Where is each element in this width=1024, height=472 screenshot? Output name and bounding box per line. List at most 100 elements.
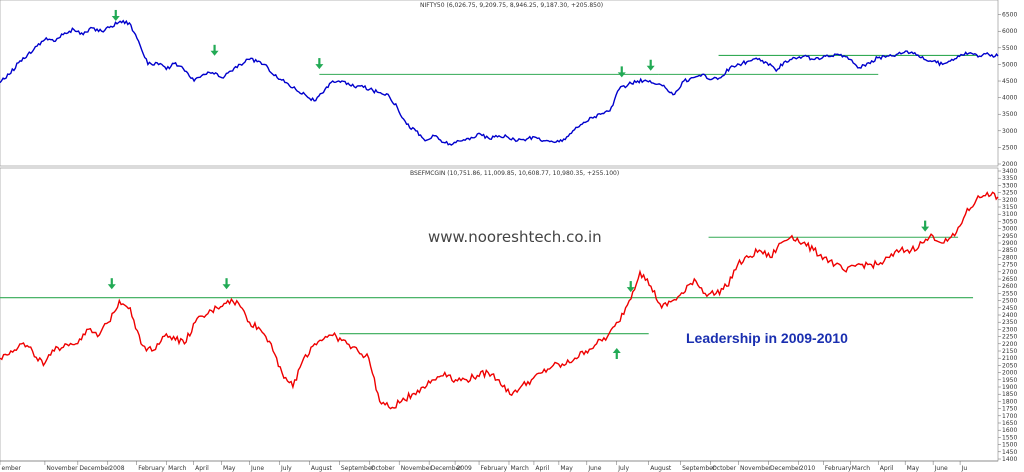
bsefmcg-ytick-label: 2150	[1002, 348, 1017, 355]
x-tick-label: 2008	[109, 465, 124, 472]
x-tick-label: March	[852, 465, 870, 472]
x-tick-label: June	[587, 465, 601, 472]
bsefmcg-signal-arrow-1	[222, 278, 231, 290]
bsefmcg-ytick-label: 3050	[1002, 218, 1017, 225]
x-tick-label: August	[311, 465, 333, 472]
bsefmcg-title: BSEFMCGIN (10,751.86, 11,009.85, 10,608.…	[410, 170, 619, 177]
nifty-ytick-label: 4500	[1002, 78, 1017, 85]
nifty-signal-arrow-3	[617, 66, 626, 78]
bsefmcg-ytick-label: 2550	[1002, 290, 1017, 297]
x-tick-label: September	[341, 465, 375, 472]
nifty-ytick-label: 6000	[1002, 28, 1017, 35]
bsefmcg-ytick-label: 1700	[1002, 413, 1017, 420]
nifty-signal-arrow-4	[646, 59, 655, 71]
bsefmcg-plot-area	[0, 167, 999, 462]
bsefmcg-ytick-label: 2500	[1002, 298, 1017, 305]
x-tick-label: May	[907, 465, 920, 472]
x-tick-label: October	[371, 465, 396, 472]
nifty-ytick-label: 3000	[1002, 128, 1017, 135]
x-tick-label: November	[740, 465, 772, 472]
bsefmcg-ytick-label: 1750	[1002, 406, 1017, 413]
nifty-signal-arrow-0	[111, 9, 120, 21]
bsefmcg-ytick-label: 3100	[1002, 211, 1017, 218]
x-tick-label: March	[510, 465, 528, 472]
bsefmcg-ytick-label: 3350	[1002, 175, 1017, 182]
nifty-signal-arrow-1	[210, 44, 219, 56]
bsefmcg-ytick-label: 1600	[1002, 427, 1017, 434]
nifty-panel: NIFTY50 (6,026.75, 9,209.75, 8,946.25, 9…	[0, 0, 1017, 168]
nifty-title: NIFTY50 (6,026.75, 9,209.75, 8,946.25, 9…	[420, 2, 603, 9]
x-tick-label: June	[250, 465, 264, 472]
leadership-annotation: Leadership in 2009-2010	[686, 330, 848, 346]
x-tick-label: August	[650, 465, 672, 472]
x-tick-label: February	[825, 465, 852, 472]
bsefmcg-ytick-label: 2000	[1002, 370, 1017, 377]
bsefmcg-ytick-label: 3400	[1002, 168, 1017, 175]
bsefmcg-ytick-label: 2250	[1002, 334, 1017, 341]
nifty-ytick-label: 5000	[1002, 61, 1017, 68]
nifty-ytick-label: 4000	[1002, 95, 1017, 102]
x-tick-label: February	[481, 465, 508, 472]
x-tick-label: December	[79, 465, 111, 472]
nifty-ytick-label: 2000	[1002, 161, 1017, 168]
bsefmcg-ytick-label: 2350	[1002, 319, 1017, 326]
bsefmcg-ytick-label: 2750	[1002, 262, 1017, 269]
x-tick-label: April	[880, 465, 894, 472]
bsefmcg-ytick-label: 2400	[1002, 312, 1017, 319]
bsefmcg-series-line	[0, 191, 999, 410]
nifty-series-line	[0, 19, 999, 146]
bsefmcg-ytick-label: 3250	[1002, 190, 1017, 197]
x-tick-label: December	[431, 465, 463, 472]
nifty-ytick-label: 3500	[1002, 111, 1017, 118]
nifty-plot-area	[0, 0, 999, 167]
x-tick-label: 2010	[800, 465, 815, 472]
watermark: www.nooreshtech.co.in	[428, 228, 602, 246]
bsefmcg-ytick-label: 2050	[1002, 362, 1017, 369]
bsefmcg-ytick-label: 2200	[1002, 341, 1017, 348]
bsefmcg-ytick-label: 1400	[1002, 456, 1017, 463]
x-tick-label: April	[195, 465, 209, 472]
bsefmcg-ytick-label: 3200	[1002, 197, 1017, 204]
bsefmcg-ytick-label: 1500	[1002, 442, 1017, 449]
bsefmcg-ytick-label: 3150	[1002, 204, 1017, 211]
bsefmcg-ytick-label: 1850	[1002, 391, 1017, 398]
x-tick-label: October	[712, 465, 737, 472]
bsefmcg-signal-arrow-0	[107, 278, 116, 290]
nifty-ytick-label: 6500	[1002, 12, 1017, 19]
nifty-signal-arrow-2	[315, 58, 324, 70]
bsefmcg-ytick-label: 2950	[1002, 233, 1017, 240]
x-tick-label: March	[168, 465, 186, 472]
nifty-ytick-label: 2500	[1002, 144, 1017, 151]
bsefmcg-ytick-label: 1550	[1002, 434, 1017, 441]
bsefmcg-ytick-label: 2800	[1002, 254, 1017, 261]
bsefmcg-panel: BSEFMCGIN (10,751.86, 11,009.85, 10,608.…	[0, 167, 1017, 463]
bsefmcg-ytick-label: 1900	[1002, 384, 1017, 391]
bsefmcg-ytick-label: 1650	[1002, 420, 1017, 427]
x-tick-label: Ju	[961, 465, 968, 472]
x-tick-label: May	[560, 465, 573, 472]
x-tick-label: June	[934, 465, 948, 472]
bsefmcg-ytick-label: 2700	[1002, 269, 1017, 276]
bsefmcg-ytick-label: 2650	[1002, 276, 1017, 283]
bsefmcg-ytick-label: 2450	[1002, 305, 1017, 312]
bsefmcg-signal-arrow-3	[612, 348, 621, 359]
x-tick-label: November	[46, 465, 78, 472]
bsefmcg-ytick-label: 2100	[1002, 355, 1017, 362]
x-tick-label: November	[401, 465, 433, 472]
bsefmcg-ytick-label: 2300	[1002, 326, 1017, 333]
x-tick-label: February	[138, 465, 165, 472]
x-tick-label: May	[223, 465, 236, 472]
bsefmcg-ytick-label: 3000	[1002, 226, 1017, 233]
bsefmcg-ytick-label: 3300	[1002, 182, 1017, 189]
bsefmcg-signal-arrow-4	[921, 220, 930, 232]
nifty-ytick-label: 5500	[1002, 45, 1017, 52]
bsefmcg-signal-arrow-2	[626, 281, 635, 293]
x-tick-label: July	[617, 465, 629, 472]
bsefmcg-ytick-label: 1800	[1002, 398, 1017, 405]
x-tick-label: April	[535, 465, 549, 472]
bsefmcg-ytick-label: 1950	[1002, 377, 1017, 384]
bsefmcg-ytick-label: 2850	[1002, 247, 1017, 254]
bsefmcg-ytick-label: 2900	[1002, 240, 1017, 247]
x-tick-label: December	[770, 465, 802, 472]
